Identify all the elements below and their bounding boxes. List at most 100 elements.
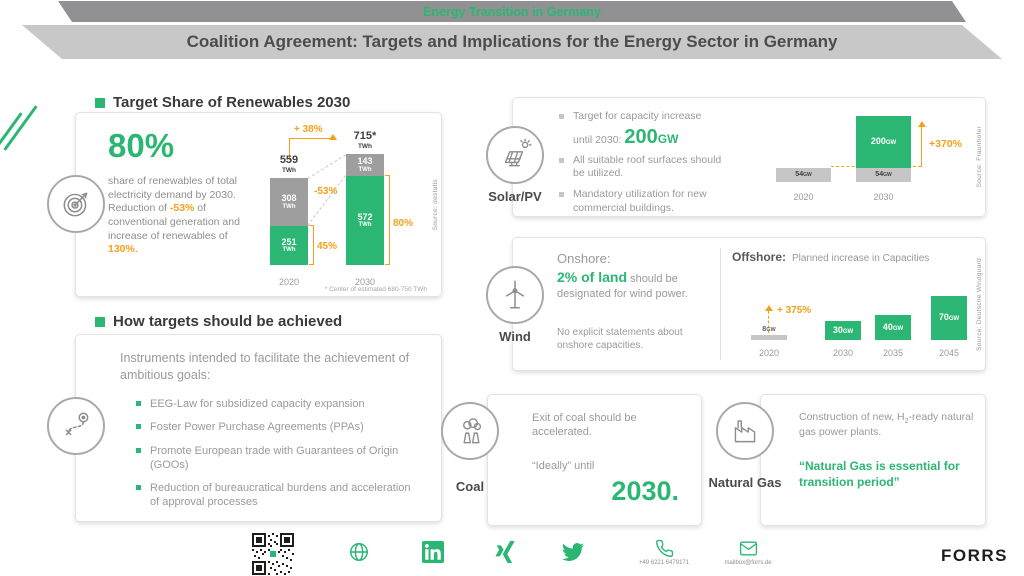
gas-text: Construction of new, H2-ready natural ga… xyxy=(799,411,974,440)
how-intro: Instruments intended to facilitate the a… xyxy=(120,351,410,382)
desc-text: . xyxy=(134,243,138,256)
gas-plant-icon xyxy=(734,420,756,443)
desc-highlight: -53% xyxy=(169,202,195,215)
wind-label: Wind xyxy=(499,329,531,344)
gas-label: Natural Gas xyxy=(708,475,782,490)
chart-bar: 40GW xyxy=(875,315,911,340)
bar-total-label: 715* TWh xyxy=(353,130,377,151)
chart-bar: 251 TWh xyxy=(270,226,308,265)
renewables-card: 80% share of renewables of total electri… xyxy=(47,112,442,297)
dashed-connector xyxy=(307,175,346,226)
wind-onshore-block: Onshore: 2% of land should be designated… xyxy=(557,250,709,302)
source-text: Source: Deutsche Windguard xyxy=(976,257,983,351)
page-title: Coalition Agreement: Targets and Implica… xyxy=(186,32,838,51)
gas-text-subscript: 2 xyxy=(904,418,909,426)
coal-card: Exit of coal should be accelerated. “Ide… xyxy=(487,394,702,526)
share-bracket xyxy=(309,225,314,265)
section-title-renewables: Target Share of Renewables 2030 xyxy=(95,94,350,111)
email-contact[interactable]: mailbox@forrs.de xyxy=(712,539,784,566)
onshore-title: Onshore: xyxy=(557,251,611,266)
annotation-wind-growth: + 375% xyxy=(777,305,812,316)
chart-bar: 54GW xyxy=(776,168,831,182)
xing-icon[interactable] xyxy=(494,541,516,568)
chart-bar: 308 TWh xyxy=(270,178,308,226)
main-banner: Coalition Agreement: Targets and Implica… xyxy=(22,25,1002,59)
wind-turbine-icon xyxy=(505,280,525,309)
section-title-text: How targets should be achieved xyxy=(113,313,343,330)
gas-card: Construction of new, H2-ready natural ga… xyxy=(760,394,986,526)
wind-card: Onshore: 2% of land should be designated… xyxy=(512,237,986,371)
annotation-solar-growth: +370% xyxy=(929,138,962,150)
desc-text: share of renewables of total electricity… xyxy=(108,175,237,215)
linkedin-icon[interactable] xyxy=(422,541,444,568)
chart-bar: 54GW xyxy=(856,168,911,182)
gas-text-part: -ready natural gas power plants. xyxy=(799,411,974,439)
growth-arrow-line xyxy=(768,311,769,333)
gas-quote: “Natural Gas is essential for transition… xyxy=(799,459,960,489)
bullet-item: Foster Power Purchase Agreements (PPAs) xyxy=(136,420,421,434)
annotation-share-2020: 45% xyxy=(317,241,338,252)
wind-chart: + 375% 8GW 2020 30GW 2030 40GW 2035 70GW 2045 xyxy=(735,264,980,362)
source-strip: Source: Fraunhofer xyxy=(976,98,983,216)
annotation-growth: + 38% xyxy=(294,124,323,135)
email-address: mailbox@forrs.de xyxy=(724,560,772,566)
annotation-share-2030: 80% xyxy=(393,218,414,229)
share-bracket xyxy=(385,175,390,265)
square-bullet-icon xyxy=(95,316,105,327)
bar-value-label: 8GW xyxy=(762,325,776,333)
chart-bar: 143 TWh xyxy=(346,154,384,176)
solar-panel-icon xyxy=(504,138,532,167)
roadmap-icon-circle xyxy=(47,397,105,455)
decor-stripe xyxy=(0,112,23,158)
twitter-icon[interactable] xyxy=(562,541,584,568)
onshore-text: should be designated for wind power. xyxy=(557,272,688,300)
source-text: Source: Fraunhofer xyxy=(976,126,983,188)
axis-tick-label: 2020 xyxy=(278,277,300,287)
top-banner: Energy Transition in Germany xyxy=(58,1,966,22)
growth-arrow-line xyxy=(921,127,922,167)
solar-bullet-text: Target for capacity increase xyxy=(573,110,702,122)
coal-text-2: “Ideally” until xyxy=(532,460,595,472)
wind-icon-circle xyxy=(486,266,544,324)
arrow-head-icon xyxy=(918,121,926,127)
chart-footnote: * Center of estimated 680-750 TWh xyxy=(324,286,427,293)
offshore-subtitle: Planned increase in Capacities xyxy=(792,253,930,264)
how-targets-card: Instruments intended to facilitate the a… xyxy=(47,334,442,522)
renewables-chart: + 38% -53% 45% 80% 251 TWh 308 TWh 559 TWh 202… xyxy=(258,115,430,293)
chart-bar: 70GW xyxy=(931,296,967,340)
onshore-highlight: 2% of land xyxy=(557,268,628,285)
solar-capacity-value: 200 xyxy=(624,125,658,148)
axis-tick-label: 2020 xyxy=(758,348,780,358)
arrow-head-icon xyxy=(764,305,773,311)
solar-bullets: Target for capacity increase until 2030:… xyxy=(559,110,729,222)
axis-tick-label: 2030 xyxy=(832,348,854,358)
arrow-head-icon xyxy=(329,134,337,140)
coal-year: 2030. xyxy=(611,476,679,506)
growth-arrow-line xyxy=(289,138,333,139)
globe-icon[interactable] xyxy=(348,541,370,568)
source-strip: Source: Deutsche Windguard xyxy=(976,238,983,370)
solar-label: Solar/PV xyxy=(488,189,542,204)
bar-total-label: 559 TWh xyxy=(279,154,299,175)
bullet-item: Target for capacity increase until 2030:… xyxy=(559,110,729,150)
square-bullet-icon xyxy=(95,97,105,108)
solar-capacity-unit: GW xyxy=(657,131,679,146)
qr-code xyxy=(252,533,294,576)
axis-tick-label: 2030 xyxy=(873,192,894,202)
coal-plant-icon xyxy=(463,418,482,444)
solar-icon-circle xyxy=(486,126,544,184)
coal-text-1: Exit of coal should be accelerated. xyxy=(532,412,637,439)
chart-bar: 200GW xyxy=(856,116,911,168)
coal-icon-circle xyxy=(441,402,499,460)
solar-bullet-text: until 2030: xyxy=(573,133,625,146)
wind-offshore-heading: Offshore: Planned increase in Capacities xyxy=(732,248,929,266)
axis-tick-label: 2030 xyxy=(354,277,376,287)
how-bullets: EEG-Law for subsidized capacity expansio… xyxy=(136,397,421,519)
phone-contact[interactable]: +49 6221 6479171 xyxy=(628,539,700,566)
renewables-headline: 80% xyxy=(108,127,175,164)
annotation-conventional: -53% xyxy=(314,186,338,197)
top-banner-title: Energy Transition in Germany xyxy=(423,4,601,19)
source-strip: Source: destatis xyxy=(432,113,439,296)
chart-bar: 572 TWh xyxy=(346,176,384,265)
